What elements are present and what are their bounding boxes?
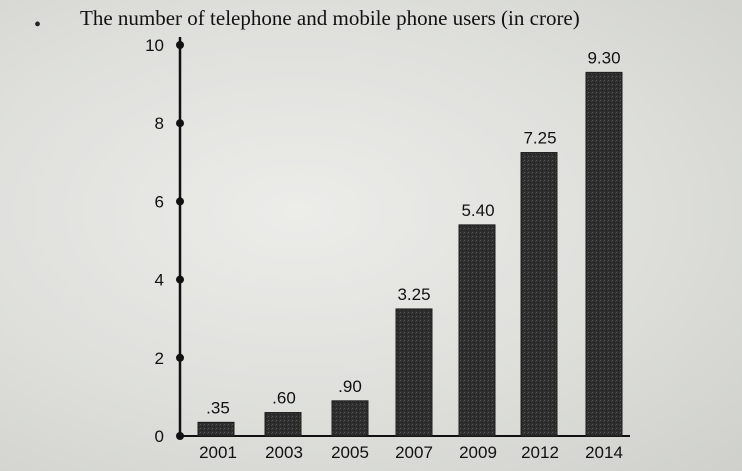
x-tick-label: 2003	[265, 443, 303, 462]
y-tick-dot	[176, 275, 184, 284]
y-tick-dot	[176, 41, 184, 49]
y-tick-dot	[176, 432, 184, 440]
bar	[197, 421, 235, 437]
y-tick-label: 10	[145, 36, 164, 55]
y-tick-label: 2	[155, 349, 164, 368]
bar	[331, 400, 369, 437]
x-tick-label: 2007	[395, 443, 433, 462]
y-tick-label: 4	[155, 271, 164, 290]
bar	[395, 308, 433, 437]
data-label: 3.25	[397, 285, 430, 304]
x-tick-label: 2005	[331, 443, 369, 462]
x-tick-label: 2012	[521, 443, 559, 462]
data-label: .90	[338, 377, 362, 396]
y-tick-label: 6	[155, 192, 164, 211]
y-tick-dot	[176, 197, 184, 206]
chart-title: The number of telephone and mobile phone…	[80, 6, 580, 30]
y-tick-dot	[176, 353, 184, 362]
bar	[458, 224, 496, 437]
data-label: 9.30	[587, 48, 620, 67]
bar	[585, 71, 623, 437]
x-tick-label: 2001	[199, 443, 237, 462]
data-label: .60	[272, 389, 296, 408]
y-tick-label: 0	[155, 427, 164, 446]
y-tick-label: 8	[155, 114, 164, 133]
data-label: 5.40	[461, 201, 494, 220]
y-tick-dot	[176, 119, 184, 128]
bar	[264, 412, 302, 437]
data-label: 7.25	[523, 129, 556, 148]
bar-layer	[197, 71, 623, 437]
x-tick-label: 2014	[585, 443, 623, 462]
x-tick-label: 2009	[459, 443, 497, 462]
bar	[520, 152, 558, 437]
label-layer: .35 .60 .90 3.25 5.40 7.25 9.30 2001 2003 2005 200…	[199, 48, 623, 462]
data-label: .35	[206, 398, 230, 417]
bullet-mark: •	[34, 14, 42, 36]
